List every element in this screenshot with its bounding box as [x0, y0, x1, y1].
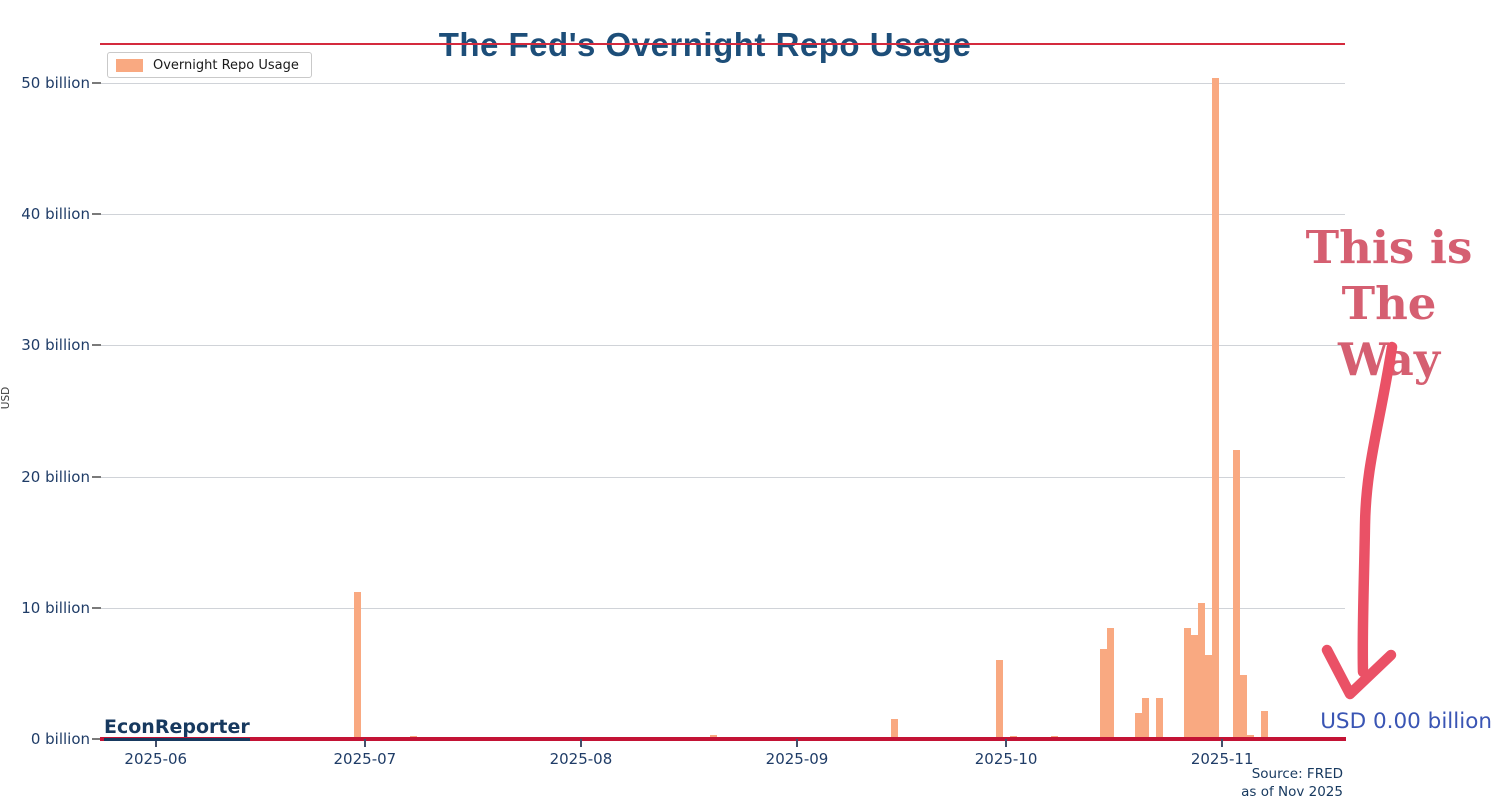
y-tick-mark [92, 475, 101, 478]
x-tick-label: 2025-09 [765, 750, 829, 768]
x-tick-mark [154, 739, 157, 747]
y-tick-label: 20 billion [21, 467, 90, 486]
y-gridline [100, 83, 1345, 84]
source-note: Source: FRED as of Nov 2025 [1241, 765, 1343, 801]
annotation-line-1: This is [1305, 221, 1473, 274]
x-tick-mark [579, 739, 582, 747]
source-line-2: as of Nov 2025 [1241, 784, 1343, 800]
data-bar [1100, 648, 1108, 739]
y-gridline [100, 607, 1345, 609]
data-bar [1135, 712, 1142, 739]
x-tick-label: 2025-08 [549, 750, 613, 768]
data-bar [1155, 698, 1163, 739]
y-gridline [100, 214, 1345, 216]
annotation-text: This is The Way [1283, 220, 1495, 387]
legend-box: Overnight Repo Usage [107, 52, 312, 78]
y-tick-label: 30 billion [21, 336, 90, 355]
x-tick-mark [1221, 739, 1224, 747]
data-bar [891, 719, 899, 739]
data-bar [354, 592, 362, 739]
y-gridline [100, 476, 1345, 478]
x-tick-label: 2025-07 [333, 750, 397, 768]
x-tick-label: 2025-06 [124, 750, 188, 768]
y-axis-label: USD [0, 386, 12, 410]
y-tick-label: 0 billion [30, 730, 90, 748]
y-tick-mark [92, 738, 101, 740]
x-tick-label: 2025-10 [974, 750, 1038, 768]
legend-swatch-icon [116, 58, 143, 72]
y-tick-mark [92, 213, 101, 216]
watermark-econreporter: EconReporter [104, 716, 250, 741]
zero-axis-line [100, 737, 1346, 741]
data-bar [995, 660, 1003, 739]
x-tick-mark [796, 739, 798, 747]
latest-value-label: USD 0.00 billion [1320, 709, 1492, 734]
data-bar [1204, 655, 1212, 739]
x-tick-label: 2025-11 [1190, 750, 1254, 768]
y-tick-mark [92, 606, 101, 609]
y-tick-label: 50 billion [21, 74, 90, 92]
y-tick-mark [92, 344, 101, 347]
title-underline-rule [100, 43, 1345, 45]
data-bar [1232, 450, 1240, 739]
y-tick-label: 10 billion [21, 598, 90, 617]
x-tick-mark [1005, 739, 1008, 747]
legend-label: Overnight Repo Usage [153, 57, 299, 73]
data-bar [1142, 698, 1149, 739]
y-gridline [100, 345, 1345, 347]
data-bar [1260, 711, 1268, 739]
data-bar [1211, 77, 1219, 739]
data-bar [1190, 635, 1198, 739]
y-tick-label: 40 billion [21, 205, 90, 224]
x-tick-mark [363, 739, 366, 747]
data-bar [1183, 627, 1191, 739]
source-line-1: Source: FRED [1251, 766, 1343, 782]
y-tick-mark [92, 82, 101, 84]
annotation-line-2: The Way [1338, 276, 1440, 386]
data-bar [1197, 602, 1205, 739]
data-bar [1239, 674, 1247, 739]
data-bar [1107, 627, 1115, 739]
